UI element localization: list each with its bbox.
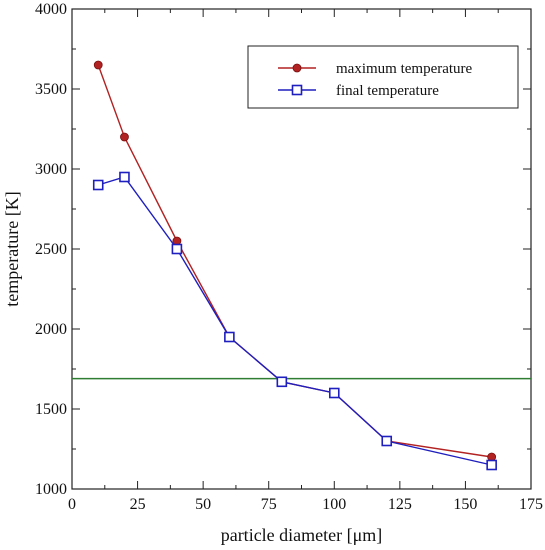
data-point <box>486 459 497 471</box>
data-point <box>292 63 302 73</box>
legend-item: final temperature <box>278 83 439 99</box>
data-point <box>328 387 340 399</box>
data-point <box>291 84 303 96</box>
x-tick-label: 175 <box>519 496 543 513</box>
x-tick-label: 0 <box>68 496 76 513</box>
y-tick-label: 4000 <box>35 1 67 18</box>
y-tick-label: 1000 <box>35 481 67 498</box>
y-tick-label: 2000 <box>35 321 67 338</box>
series-line <box>98 176 492 466</box>
legend-label: final temperature <box>336 83 439 99</box>
x-tick-label: 75 <box>261 496 277 513</box>
x-tick-label: 150 <box>453 496 477 513</box>
y-axis-title: temperature [K] <box>2 191 22 306</box>
y-tick-label: 3000 <box>35 161 67 178</box>
legend: maximum temperature final temperature <box>247 45 519 109</box>
series-line <box>97 64 492 458</box>
x-tick-label: 125 <box>388 496 412 513</box>
y-tick-label: 1500 <box>35 401 67 418</box>
legend-box <box>247 45 519 109</box>
data-point <box>93 60 103 70</box>
data-series <box>92 60 497 471</box>
x-tick-label: 50 <box>195 496 211 513</box>
series-final-temperature <box>92 171 497 471</box>
y-tick-label: 2500 <box>35 241 67 258</box>
data-point <box>224 331 235 343</box>
x-axis-title: particle diameter [μm] <box>221 525 383 545</box>
data-point <box>381 435 393 447</box>
y-tick-label: 3500 <box>35 81 67 98</box>
legend-label: maximum temperature <box>336 61 473 77</box>
data-point <box>276 376 288 388</box>
data-point <box>119 171 130 183</box>
x-tick-label: 100 <box>322 496 346 513</box>
x-tick-label: 25 <box>130 496 146 513</box>
legend-item: maximum temperature <box>278 61 473 77</box>
data-point <box>120 132 129 142</box>
axis-ticks: 0 25 50 75 100 125 150 175 1000 1500 2000 2500 3000 3… <box>35 1 543 513</box>
series-maximum-temperature <box>93 60 497 462</box>
data-point <box>92 179 104 191</box>
data-point <box>171 243 183 255</box>
